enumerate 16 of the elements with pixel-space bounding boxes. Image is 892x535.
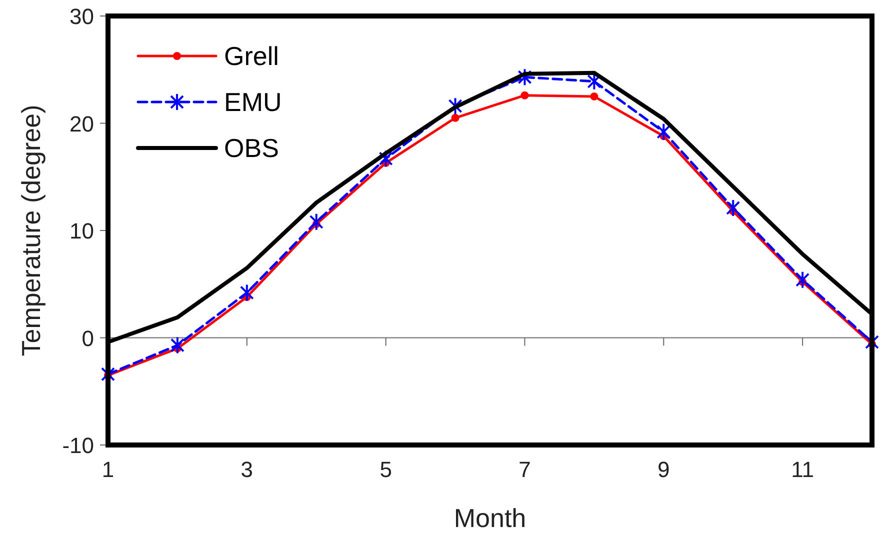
- x-tick-label: 9: [658, 457, 670, 482]
- y-tick-label: -10: [62, 433, 94, 458]
- x-tick-label: 11: [791, 457, 814, 482]
- x-axis-title: Month: [454, 503, 526, 533]
- y-tick-label: 30: [70, 4, 94, 29]
- legend-label: EMU: [224, 87, 282, 117]
- y-axis-title: Temperature (degree): [16, 104, 46, 356]
- x-tick-label: 7: [518, 457, 531, 482]
- x-tick-label: 3: [240, 457, 254, 482]
- x-tick-label: 5: [380, 457, 392, 482]
- x-tick-label: 1: [102, 457, 114, 482]
- legend-label: OBS: [224, 133, 279, 163]
- y-tick-label: 0: [82, 326, 94, 351]
- y-tick-label: 10: [70, 218, 94, 244]
- y-tick-label: 20: [70, 111, 94, 136]
- legend-label: Grell: [224, 41, 279, 71]
